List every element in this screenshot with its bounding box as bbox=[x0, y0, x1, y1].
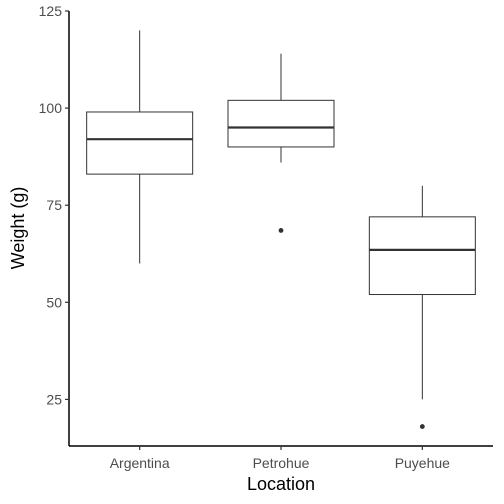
x-tick-label: Argentina bbox=[110, 455, 170, 471]
outlier-point bbox=[419, 424, 425, 429]
outlier-point bbox=[278, 228, 284, 233]
y-tick-label: 125 bbox=[39, 3, 63, 19]
x-tick-label: Petrohue bbox=[253, 455, 310, 471]
iqr-box bbox=[227, 99, 335, 148]
box-argentina bbox=[86, 30, 194, 264]
iqr-box bbox=[86, 111, 194, 175]
box-petrohue bbox=[227, 53, 335, 233]
y-axis-title: Weight (g) bbox=[8, 187, 28, 270]
y-tick-label: 25 bbox=[46, 391, 62, 407]
x-tick-label: Puyehue bbox=[395, 455, 450, 471]
x-axis-title: Location bbox=[247, 474, 315, 494]
y-tick-label: 50 bbox=[46, 294, 62, 310]
box-puyehue bbox=[368, 185, 476, 429]
y-tick-label: 100 bbox=[39, 100, 63, 116]
y-tick-label: 75 bbox=[46, 197, 62, 213]
iqr-box bbox=[368, 216, 476, 296]
